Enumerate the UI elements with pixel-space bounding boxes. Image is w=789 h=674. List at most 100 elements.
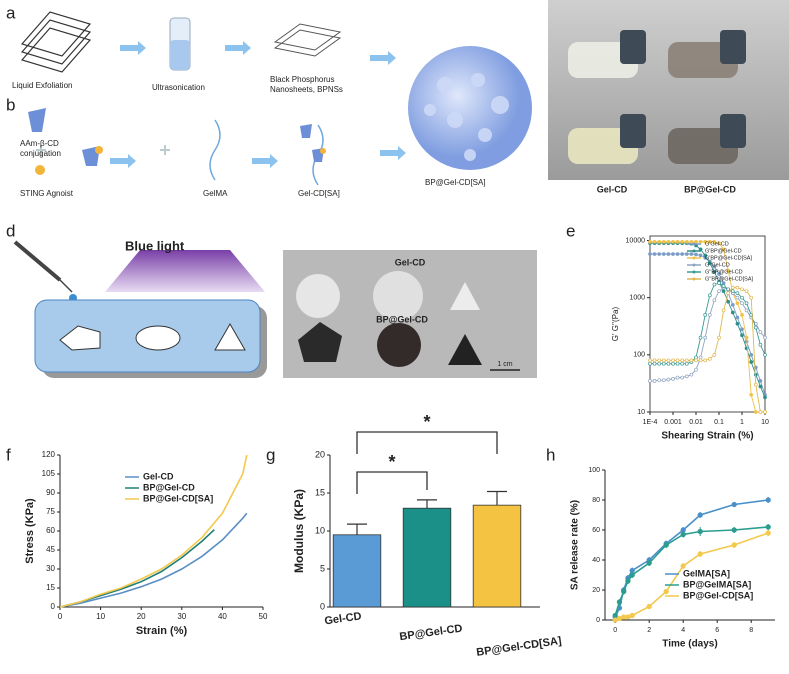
marker [680, 252, 685, 256]
marker [726, 268, 731, 273]
step-label: Black Phosphorus [270, 75, 334, 84]
light-label: Blue light [125, 238, 185, 253]
marker [697, 551, 703, 557]
y-tick-label: 105 [42, 469, 56, 478]
marker [735, 291, 740, 296]
marker [684, 358, 689, 363]
schematic [20, 11, 532, 186]
y-tick-label: 10000 [626, 237, 646, 244]
marker [657, 252, 662, 256]
marker [735, 315, 740, 320]
legend-label: G'BP@Gel-CD [705, 248, 742, 254]
marker [740, 287, 744, 292]
step-label: Nanosheets, BPNSs [270, 85, 343, 94]
marker [712, 239, 717, 244]
marker [661, 239, 666, 244]
marker [698, 239, 703, 244]
legend-label: G''BP@Gel-CD[SA] [705, 276, 753, 282]
marker [731, 527, 737, 533]
marker [684, 361, 689, 366]
marker [657, 361, 662, 366]
step-label: Gel-CD[SA] [298, 189, 340, 198]
marker [758, 330, 763, 334]
marker [648, 358, 652, 363]
marker [763, 395, 767, 400]
legend-marker [692, 242, 696, 246]
marker [712, 282, 717, 287]
x-tick-label: 0.1 [714, 419, 724, 426]
y-tick-label: 10 [637, 409, 645, 416]
marker [694, 355, 698, 360]
y-tick-label: 30 [46, 564, 55, 573]
marker [744, 301, 749, 306]
marker [648, 252, 652, 256]
marker [689, 239, 694, 244]
mold-diagram [13, 240, 267, 378]
marker [675, 375, 680, 380]
bracket [356, 431, 498, 454]
marker [680, 563, 686, 569]
series-line [650, 287, 766, 382]
x-tick-label: 0 [58, 612, 63, 621]
marker [749, 392, 754, 397]
marker [753, 382, 758, 387]
marker [666, 358, 671, 363]
y-tick-label: 15 [315, 487, 325, 497]
legend-marker [692, 249, 696, 253]
marker [629, 572, 635, 578]
marker [616, 599, 623, 605]
y-tick-label: 100 [588, 467, 600, 474]
marker [740, 333, 744, 338]
legend-marker [692, 277, 696, 281]
marker [730, 310, 735, 315]
series-line [59, 454, 248, 608]
step-label: AAm-β-CD [20, 139, 59, 148]
marker [694, 252, 698, 257]
panel-label: e [566, 221, 575, 240]
x-tick-label: 4 [681, 627, 685, 634]
step-label: BP@Gel-CD[SA] [425, 178, 486, 187]
marker [625, 578, 631, 584]
x-axis-label: Strain (%) [136, 625, 188, 637]
marker [740, 327, 744, 332]
marker [717, 281, 721, 285]
marker [707, 357, 712, 361]
marker [675, 358, 680, 363]
legend-marker [692, 256, 696, 260]
y-tick-label: 120 [42, 450, 56, 459]
marker [680, 531, 686, 538]
marker [707, 313, 712, 317]
y-tick-label: 60 [592, 527, 600, 534]
marker [648, 361, 652, 366]
marker [763, 335, 767, 340]
marker [698, 358, 703, 363]
marker [648, 239, 652, 244]
marker [730, 285, 735, 290]
x-tick-label: 10 [761, 419, 769, 426]
marker [717, 335, 721, 340]
marker [661, 378, 666, 383]
marker [721, 289, 726, 294]
legend-label: Gel-CD [143, 471, 174, 481]
marker [707, 293, 712, 298]
marker [712, 352, 717, 357]
marker [689, 358, 694, 363]
series-line [59, 512, 248, 608]
x-axis-label: Shearing Strain (%) [661, 431, 753, 442]
marker [763, 410, 767, 414]
marker [765, 524, 771, 530]
x-tick-label: 1 [740, 419, 744, 426]
marker [698, 335, 703, 340]
marker [717, 241, 721, 245]
y-tick-label: 40 [592, 557, 600, 564]
marker [712, 264, 717, 269]
y-tick-label: 0 [320, 601, 325, 611]
y-tick-label: 5 [320, 563, 325, 573]
marker [721, 308, 726, 313]
photo-label: BP@Gel-CD [376, 314, 428, 324]
marker [657, 378, 662, 383]
marker [731, 501, 737, 508]
marker [740, 313, 744, 317]
marker [744, 335, 749, 340]
